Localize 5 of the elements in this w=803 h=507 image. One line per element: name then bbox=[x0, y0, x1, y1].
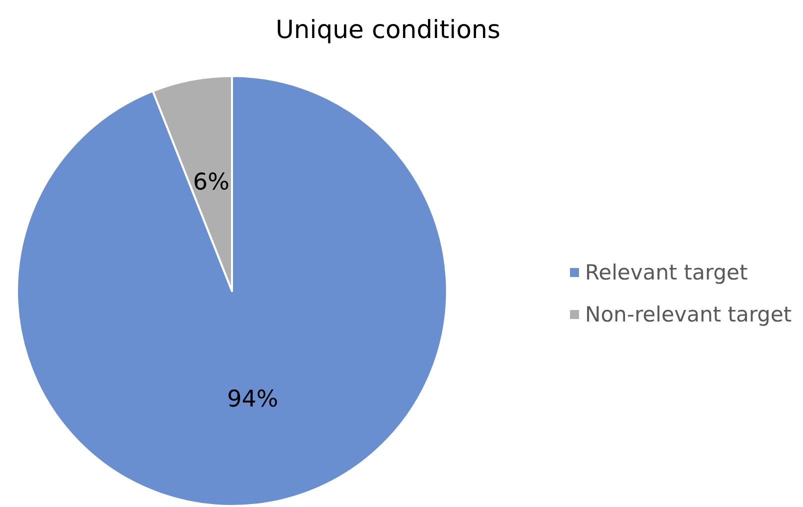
chart-title: Unique conditions bbox=[276, 15, 500, 44]
data-label: 6% bbox=[193, 169, 230, 196]
legend-label: Non-relevant target bbox=[585, 302, 792, 326]
data-label: 94% bbox=[227, 386, 278, 413]
legend-label: Relevant target bbox=[585, 260, 748, 284]
